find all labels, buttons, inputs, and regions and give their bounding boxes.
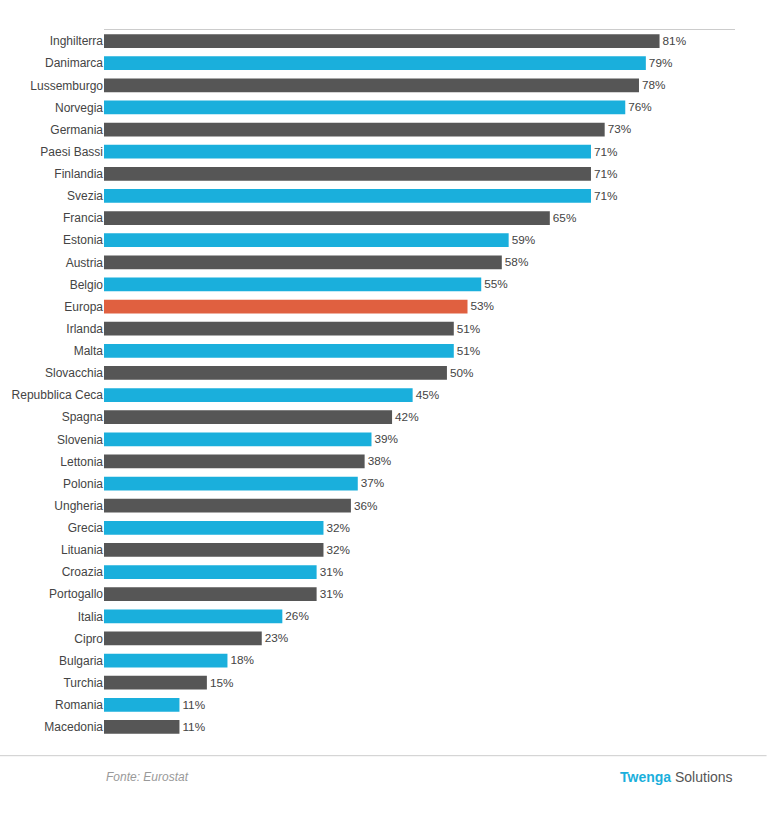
svg-text:Lituania: Lituania — [61, 543, 103, 557]
svg-text:71%: 71% — [594, 167, 618, 180]
svg-text:Svezia: Svezia — [67, 189, 103, 203]
svg-text:Paesi Bassi: Paesi Bassi — [40, 145, 103, 159]
svg-text:Norvegia: Norvegia — [55, 101, 103, 115]
svg-text:11%: 11% — [182, 720, 205, 733]
svg-text:81%: 81% — [663, 34, 687, 47]
svg-text:Slovacchia: Slovacchia — [45, 366, 103, 380]
svg-text:45%: 45% — [416, 388, 440, 401]
svg-text:Bulgaria: Bulgaria — [59, 654, 103, 668]
svg-text:65%: 65% — [553, 211, 577, 224]
svg-text:59%: 59% — [512, 233, 536, 246]
svg-text:Finlandia: Finlandia — [54, 167, 103, 181]
svg-text:51%: 51% — [457, 344, 481, 357]
svg-text:Croazia: Croazia — [62, 565, 104, 579]
svg-text:37%: 37% — [361, 476, 385, 489]
svg-text:76%: 76% — [628, 100, 652, 113]
svg-text:Slovenia: Slovenia — [57, 433, 103, 447]
svg-text:31%: 31% — [320, 587, 344, 600]
svg-text:18%: 18% — [230, 653, 254, 666]
svg-text:Malta: Malta — [74, 344, 104, 358]
svg-text:Austria: Austria — [66, 256, 104, 270]
svg-text:Inghilterra: Inghilterra — [50, 34, 104, 48]
svg-text:38%: 38% — [368, 454, 392, 467]
svg-text:79%: 79% — [649, 56, 673, 69]
svg-text:Irlanda: Irlanda — [66, 322, 103, 336]
svg-text:51%: 51% — [457, 322, 481, 335]
svg-text:Polonia: Polonia — [63, 477, 103, 491]
svg-text:Lettonia: Lettonia — [60, 455, 103, 469]
svg-text:31%: 31% — [320, 565, 344, 578]
svg-text:Cipro: Cipro — [74, 632, 103, 646]
svg-text:71%: 71% — [594, 145, 618, 158]
svg-text:Lussemburgo: Lussemburgo — [30, 79, 103, 93]
svg-text:Italia: Italia — [78, 610, 104, 624]
svg-text:26%: 26% — [285, 609, 309, 622]
svg-text:Estonia: Estonia — [63, 233, 103, 247]
svg-text:Francia: Francia — [63, 211, 103, 225]
svg-text:32%: 32% — [326, 521, 350, 534]
svg-text:39%: 39% — [374, 432, 398, 445]
svg-text:Ungheria: Ungheria — [54, 499, 103, 513]
svg-text:50%: 50% — [450, 366, 474, 379]
svg-text:11%: 11% — [182, 698, 205, 711]
svg-text:78%: 78% — [642, 78, 666, 91]
svg-text:71%: 71% — [594, 189, 618, 202]
svg-text:58%: 58% — [505, 255, 529, 268]
svg-text:Spagna: Spagna — [62, 410, 104, 424]
svg-text:Grecia: Grecia — [68, 521, 104, 535]
svg-text:Germania: Germania — [50, 123, 103, 137]
svg-text:23%: 23% — [265, 631, 289, 644]
svg-text:Danimarca: Danimarca — [45, 56, 103, 70]
svg-text:55%: 55% — [484, 277, 508, 290]
svg-text:Macedonia: Macedonia — [44, 720, 103, 734]
svg-text:73%: 73% — [608, 122, 632, 135]
svg-text:36%: 36% — [354, 499, 378, 512]
svg-text:15%: 15% — [210, 676, 234, 689]
svg-text:Portogallo: Portogallo — [49, 587, 103, 601]
svg-text:42%: 42% — [395, 410, 419, 423]
svg-text:Turchia: Turchia — [63, 676, 103, 690]
svg-text:Twenga Solutions: Twenga Solutions — [620, 769, 733, 785]
svg-text:Belgio: Belgio — [70, 278, 104, 292]
svg-text:Fonte: Eurostat: Fonte: Eurostat — [106, 770, 189, 784]
svg-text:Europa: Europa — [64, 300, 103, 314]
svg-text:Repubblica Ceca: Repubblica Ceca — [12, 388, 104, 402]
svg-text:32%: 32% — [326, 543, 350, 556]
svg-text:53%: 53% — [471, 299, 495, 312]
svg-text:Romania: Romania — [55, 698, 103, 712]
